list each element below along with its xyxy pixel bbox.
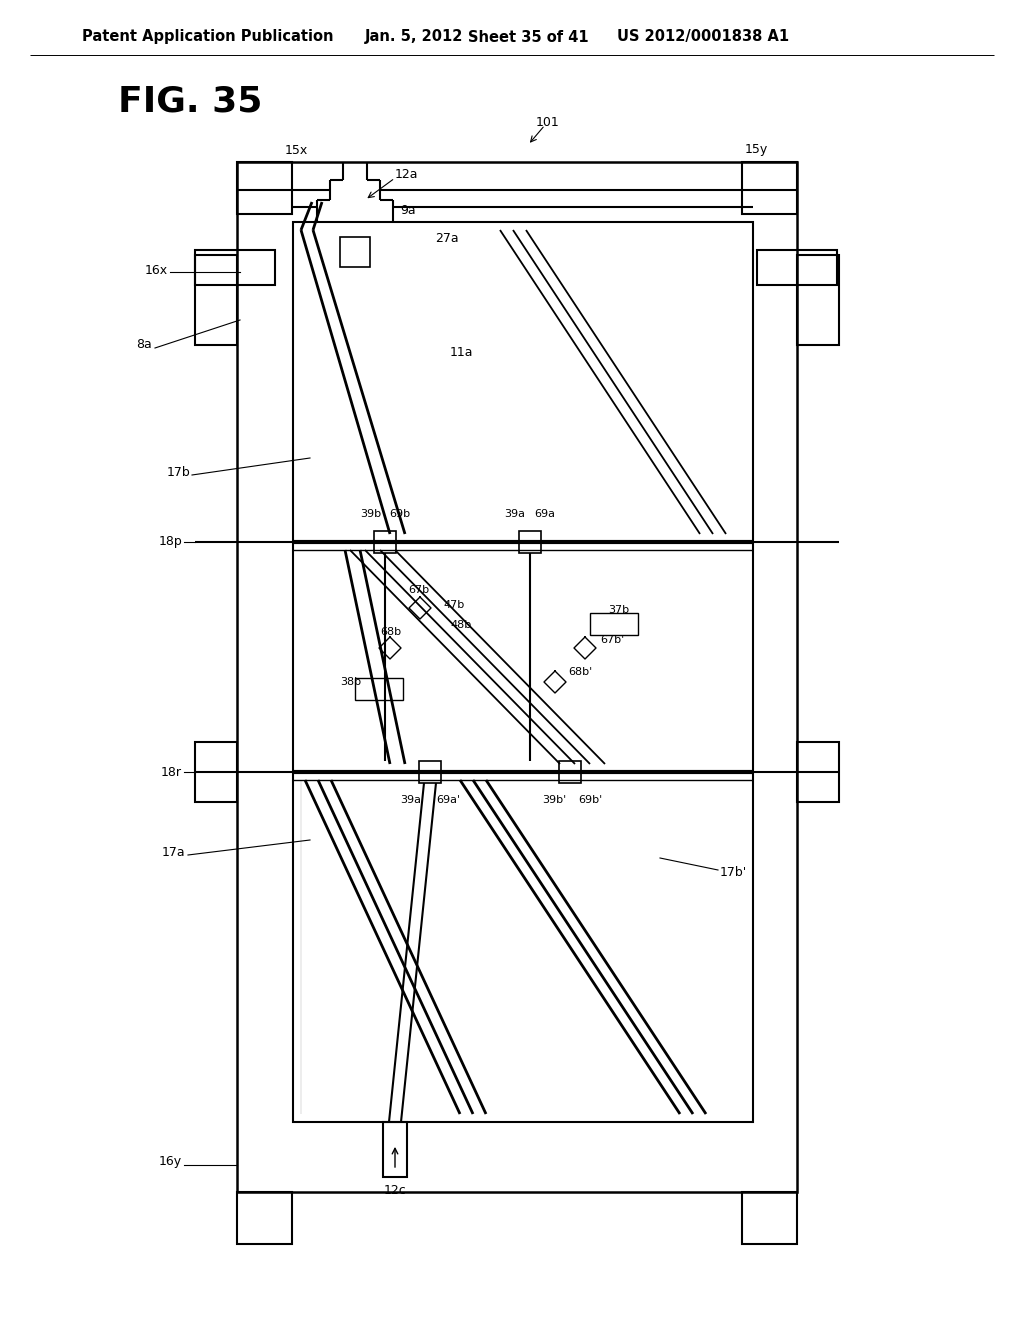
- Text: 12a: 12a: [395, 169, 419, 181]
- Text: 47b: 47b: [443, 601, 464, 610]
- Bar: [797, 742, 839, 803]
- Text: 12c: 12c: [384, 1184, 407, 1196]
- Text: 39a': 39a': [400, 795, 424, 805]
- Text: 69a': 69a': [436, 795, 460, 805]
- Text: Jan. 5, 2012: Jan. 5, 2012: [365, 29, 464, 45]
- Text: 17b': 17b': [720, 866, 748, 879]
- Text: US 2012/0001838 A1: US 2012/0001838 A1: [617, 29, 790, 45]
- Text: 67b: 67b: [408, 585, 429, 595]
- Text: 18p: 18p: [159, 536, 182, 549]
- Text: 16y: 16y: [159, 1155, 182, 1168]
- Text: 37b: 37b: [608, 605, 629, 615]
- Text: 69a: 69a: [535, 510, 555, 519]
- Text: 8a: 8a: [136, 338, 152, 351]
- Bar: [355, 678, 403, 700]
- Text: 68b': 68b': [568, 667, 592, 677]
- Text: 17a: 17a: [162, 846, 185, 858]
- Text: 69b: 69b: [389, 510, 411, 519]
- Bar: [590, 612, 638, 635]
- Text: FIG. 35: FIG. 35: [118, 84, 262, 119]
- Text: 17b: 17b: [166, 466, 190, 479]
- Bar: [559, 762, 581, 783]
- Text: 16x: 16x: [144, 264, 168, 276]
- Bar: [383, 1122, 407, 1177]
- Text: 48b: 48b: [450, 620, 471, 630]
- Bar: [293, 222, 753, 1122]
- Bar: [195, 249, 275, 285]
- Text: 39a: 39a: [505, 510, 525, 519]
- Bar: [419, 762, 441, 783]
- Text: 38b: 38b: [340, 677, 361, 686]
- Text: 15x: 15x: [285, 144, 308, 157]
- Bar: [237, 162, 797, 1192]
- Text: 101: 101: [537, 116, 560, 128]
- Bar: [374, 531, 396, 553]
- Text: 11a: 11a: [450, 346, 473, 359]
- Text: 68b: 68b: [380, 627, 401, 638]
- Text: 69b': 69b': [578, 795, 602, 805]
- Bar: [237, 162, 292, 214]
- Text: 27a: 27a: [435, 231, 459, 244]
- Text: 67b': 67b': [600, 635, 625, 645]
- Bar: [195, 742, 237, 803]
- Bar: [195, 255, 237, 345]
- Text: Sheet 35 of 41: Sheet 35 of 41: [468, 29, 589, 45]
- Text: 15y: 15y: [745, 144, 768, 157]
- Text: Patent Application Publication: Patent Application Publication: [82, 29, 334, 45]
- Bar: [237, 1192, 292, 1243]
- Bar: [742, 1192, 797, 1243]
- Text: 39b': 39b': [542, 795, 566, 805]
- Bar: [757, 249, 837, 285]
- Text: 9a: 9a: [400, 203, 416, 216]
- Text: 39b: 39b: [360, 510, 382, 519]
- Text: 18r: 18r: [161, 766, 182, 779]
- Bar: [742, 162, 797, 214]
- Bar: [519, 531, 541, 553]
- Bar: [797, 255, 839, 345]
- Bar: [340, 238, 370, 267]
